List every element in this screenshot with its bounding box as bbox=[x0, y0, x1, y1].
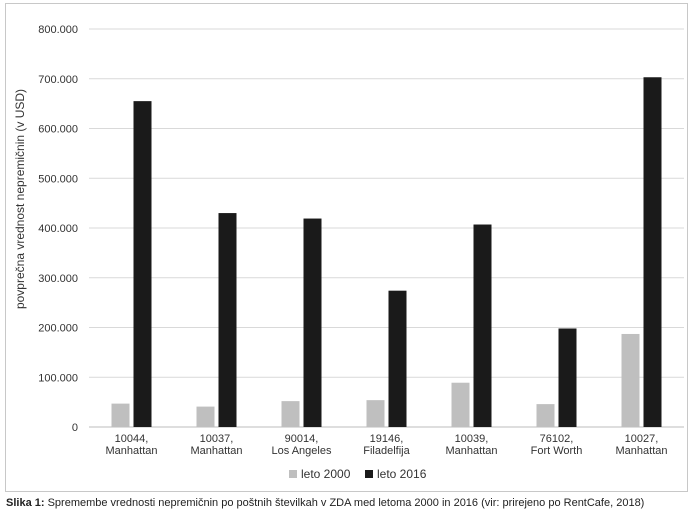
y-tick-label: 100.000 bbox=[38, 372, 78, 384]
x-category-label: Filadelfija bbox=[363, 445, 410, 457]
bar-leto-2000-0 bbox=[111, 403, 130, 427]
x-category-label: 76102, bbox=[540, 433, 574, 445]
caption-text: Spremembe vrednosti nepremičnin po poštn… bbox=[44, 497, 645, 509]
legend-swatch bbox=[289, 470, 297, 478]
bar-leto-2000-6 bbox=[621, 333, 640, 427]
legend-label: leto 2016 bbox=[377, 467, 427, 481]
y-tick-label: 800.000 bbox=[38, 24, 78, 36]
figure-caption: Slika 1: Spremembe vrednosti nepremičnin… bbox=[6, 497, 644, 509]
legend-swatch bbox=[365, 470, 373, 478]
x-category-label: Manhattan bbox=[191, 445, 243, 457]
legend: leto 2000 leto 2016 bbox=[289, 467, 427, 481]
x-category-label: 10037, bbox=[200, 433, 234, 445]
x-category-label: 10027, bbox=[625, 433, 659, 445]
bar-leto-2016-6 bbox=[643, 77, 662, 427]
bar-leto-2016-2 bbox=[303, 218, 322, 427]
bars bbox=[111, 77, 662, 427]
y-tick-label: 300.000 bbox=[38, 273, 78, 285]
bar-leto-2016-5 bbox=[558, 328, 577, 427]
bar-leto-2000-4 bbox=[451, 382, 470, 427]
legend-label: leto 2000 bbox=[301, 467, 351, 481]
caption-label: Slika 1: bbox=[6, 497, 45, 509]
bar-chart: 0 100.000 200.000 300.000 400.000 500.000 600.… bbox=[13, 24, 684, 481]
y-tick-label: 500.000 bbox=[38, 173, 78, 185]
bar-leto-2000-2 bbox=[281, 401, 300, 427]
x-category-label: Manhattan bbox=[616, 445, 668, 457]
x-category-label: 10044, bbox=[115, 433, 149, 445]
x-category-label: 19146, bbox=[370, 433, 404, 445]
bar-leto-2016-1 bbox=[218, 213, 237, 427]
x-category-label: Los Angeles bbox=[272, 445, 332, 457]
bar-leto-2016-3 bbox=[388, 290, 407, 427]
y-axis-label: povprečna vrednost nepremičnin (v USD) bbox=[13, 89, 27, 309]
x-axis-categories: 10044,Manhattan10037,Manhattan90014,Los … bbox=[106, 433, 668, 457]
y-tick-label: 400.000 bbox=[38, 223, 78, 235]
bar-leto-2000-1 bbox=[196, 406, 215, 427]
bar-leto-2016-0 bbox=[133, 101, 152, 427]
y-tick-label: 700.000 bbox=[38, 74, 78, 86]
x-category-label: 90014, bbox=[285, 433, 319, 445]
y-tick-label: 0 bbox=[72, 422, 78, 434]
y-tick-label: 200.000 bbox=[38, 323, 78, 335]
x-category-label: Manhattan bbox=[446, 445, 498, 457]
bar-leto-2016-4 bbox=[473, 224, 492, 427]
x-category-label: 10039, bbox=[455, 433, 489, 445]
x-category-label: Manhattan bbox=[106, 445, 158, 457]
x-category-label: Fort Worth bbox=[531, 445, 583, 457]
y-axis-ticks: 0 100.000 200.000 300.000 400.000 500.000 600.… bbox=[38, 24, 78, 434]
bar-leto-2000-5 bbox=[536, 404, 555, 427]
y-tick-label: 600.000 bbox=[38, 124, 78, 136]
chart-frame: 0 100.000 200.000 300.000 400.000 500.000 600.… bbox=[5, 3, 688, 492]
gridlines bbox=[89, 28, 684, 428]
bar-leto-2000-3 bbox=[366, 400, 385, 427]
